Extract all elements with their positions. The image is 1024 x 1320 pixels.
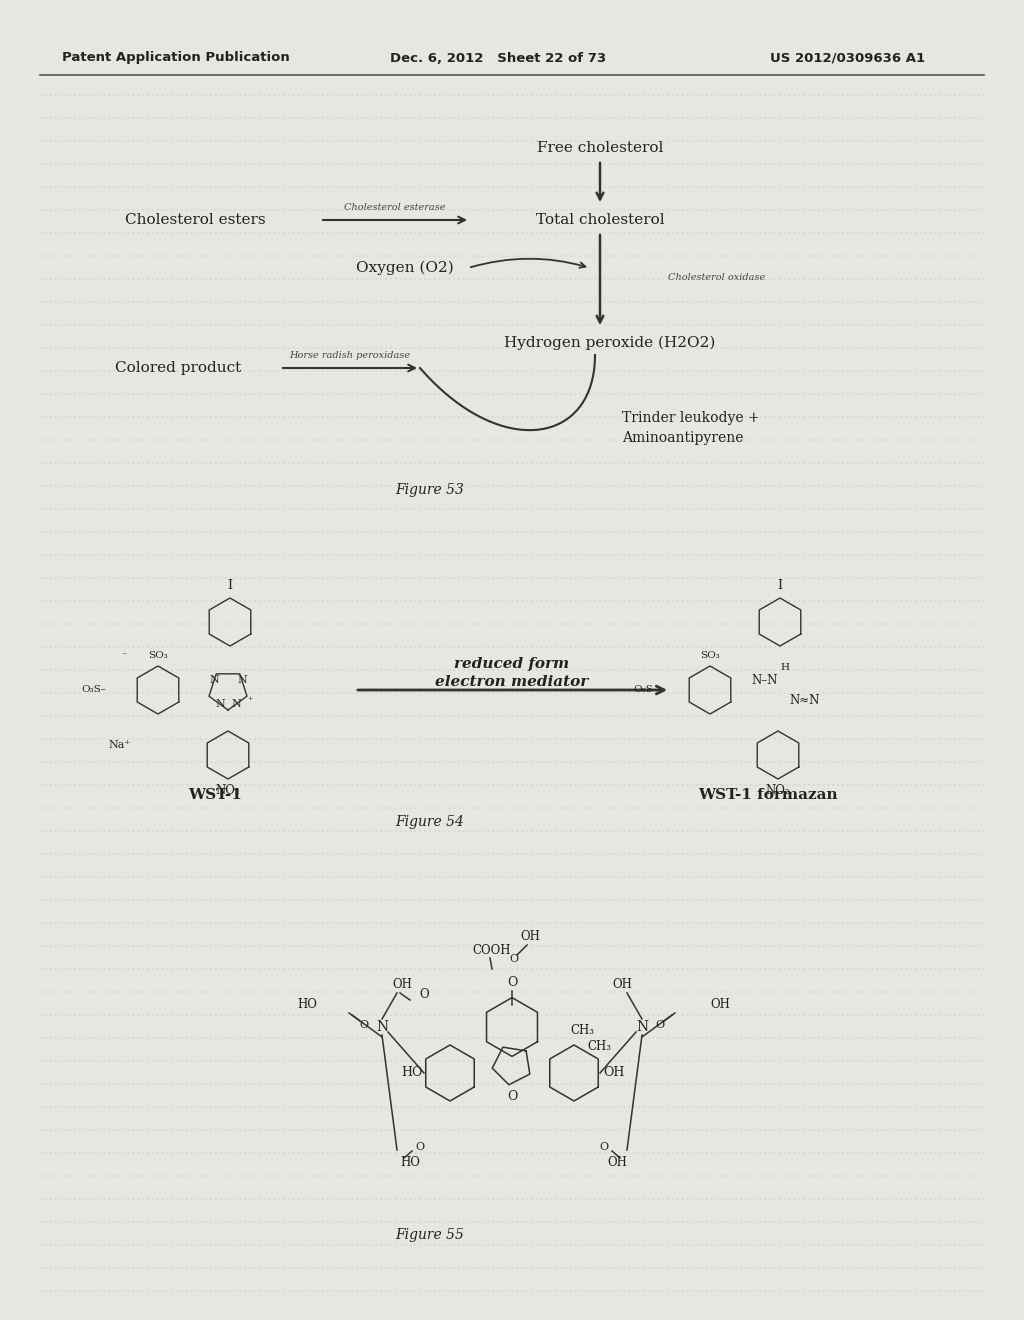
Text: HO: HO — [401, 1067, 423, 1080]
Text: OH: OH — [710, 998, 730, 1011]
Text: N–N: N–N — [752, 673, 778, 686]
Text: O: O — [507, 977, 517, 990]
Text: Cholesterol esters: Cholesterol esters — [125, 213, 265, 227]
Text: electron mediator: electron mediator — [435, 675, 589, 689]
Text: NO₂: NO₂ — [216, 784, 241, 797]
Text: O: O — [416, 1142, 425, 1152]
Text: SO₃: SO₃ — [148, 651, 168, 660]
Text: COOH: COOH — [473, 944, 511, 957]
Text: Figure 55: Figure 55 — [395, 1228, 465, 1242]
Text: HO: HO — [400, 1156, 420, 1170]
Text: O: O — [509, 954, 518, 964]
Text: O: O — [419, 989, 429, 1002]
Text: OH: OH — [603, 1067, 625, 1080]
Text: HO: HO — [297, 998, 317, 1011]
Text: Cholesterol oxidase: Cholesterol oxidase — [668, 273, 765, 282]
Text: CH₃: CH₃ — [570, 1023, 594, 1036]
Text: SO₃: SO₃ — [700, 651, 720, 660]
Text: H: H — [780, 664, 790, 672]
Text: O: O — [599, 1142, 608, 1152]
Text: N: N — [636, 1020, 648, 1034]
Text: NO₂: NO₂ — [766, 784, 791, 797]
Text: Horse radish peroxidase: Horse radish peroxidase — [290, 351, 411, 359]
Text: I: I — [777, 579, 782, 591]
Text: Na⁺: Na⁺ — [109, 741, 131, 750]
Text: Colored product: Colored product — [115, 360, 241, 375]
Text: reduced form: reduced form — [455, 657, 569, 671]
Text: OH: OH — [607, 1156, 627, 1170]
Text: Figure 54: Figure 54 — [395, 814, 465, 829]
Text: O₃S–: O₃S– — [81, 685, 106, 694]
Text: OH: OH — [612, 978, 632, 991]
Text: CH₃: CH₃ — [587, 1040, 611, 1053]
Text: ⁺: ⁺ — [248, 696, 253, 705]
Text: Aminoantipyrene: Aminoantipyrene — [622, 432, 743, 445]
Text: Oxygen (O2): Oxygen (O2) — [356, 261, 454, 275]
Text: N: N — [376, 1020, 388, 1034]
Text: Cholesterol esterase: Cholesterol esterase — [344, 202, 445, 211]
Text: Hydrogen peroxide (H2O2): Hydrogen peroxide (H2O2) — [504, 335, 716, 350]
Text: WST-1 formazan: WST-1 formazan — [698, 788, 838, 803]
Text: N: N — [238, 675, 247, 685]
Text: N: N — [215, 700, 225, 709]
Text: Total cholesterol: Total cholesterol — [536, 213, 665, 227]
Text: Trinder leukodye +: Trinder leukodye + — [622, 411, 760, 425]
Text: N: N — [209, 675, 219, 685]
Text: Figure 53: Figure 53 — [395, 483, 465, 498]
Text: N≈N: N≈N — [790, 693, 820, 706]
Text: WST-1: WST-1 — [188, 788, 242, 803]
Text: OH: OH — [392, 978, 412, 991]
Text: Free cholesterol: Free cholesterol — [537, 141, 664, 154]
Text: O: O — [507, 1090, 517, 1104]
Text: O: O — [359, 1020, 369, 1030]
Text: OH: OH — [520, 931, 540, 944]
Text: N: N — [231, 700, 241, 709]
Text: O: O — [655, 1020, 665, 1030]
Text: O₃S–: O₃S– — [633, 685, 658, 694]
Text: Patent Application Publication: Patent Application Publication — [62, 51, 290, 65]
Text: US 2012/0309636 A1: US 2012/0309636 A1 — [770, 51, 925, 65]
Text: I: I — [227, 579, 232, 591]
Text: ⁻: ⁻ — [122, 651, 127, 660]
Text: Dec. 6, 2012   Sheet 22 of 73: Dec. 6, 2012 Sheet 22 of 73 — [390, 51, 606, 65]
